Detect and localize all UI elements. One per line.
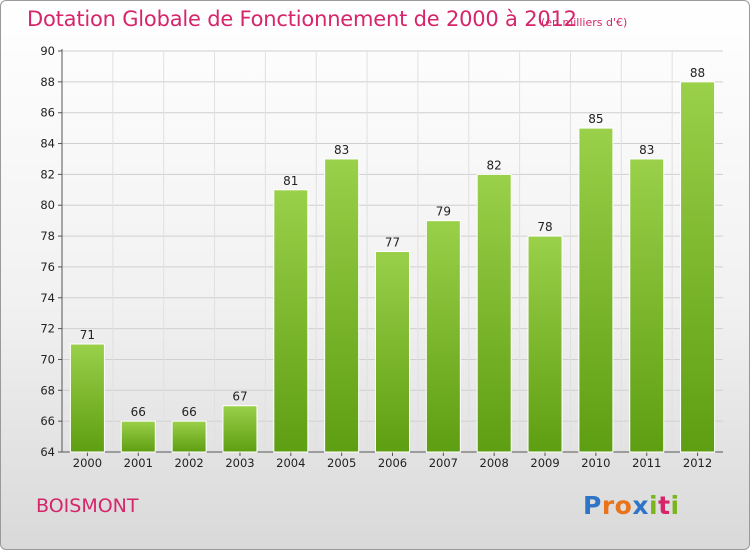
bars bbox=[69, 81, 716, 453]
x-tick-label: 2010 bbox=[581, 456, 610, 470]
y-tick-label: 84 bbox=[40, 137, 55, 151]
logo-letter: i bbox=[670, 491, 680, 520]
data-label: 77 bbox=[385, 236, 400, 250]
logo-letter: x bbox=[632, 491, 649, 520]
y-tick-label: 88 bbox=[40, 75, 55, 89]
x-tick-label: 2007 bbox=[429, 456, 458, 470]
data-label: 85 bbox=[588, 112, 603, 126]
data-label: 78 bbox=[537, 220, 552, 234]
y-tick-label: 74 bbox=[40, 291, 55, 305]
y-tick-label: 76 bbox=[40, 260, 55, 274]
logo-letter: r bbox=[601, 491, 615, 520]
data-label: 66 bbox=[131, 405, 146, 419]
proxiti-logo: Proxiti bbox=[583, 491, 680, 520]
bar bbox=[476, 173, 512, 453]
x-tick-label: 2005 bbox=[327, 456, 356, 470]
x-tick-label: 2006 bbox=[378, 456, 407, 470]
y-tick-label: 90 bbox=[40, 44, 55, 58]
logo-letter: i bbox=[649, 491, 659, 520]
commune-name: BOISMONT bbox=[36, 495, 139, 517]
data-labels: 71 66 66 67 81 83 77 79 82 78 85 83 88 bbox=[80, 66, 705, 419]
data-label: 67 bbox=[232, 390, 247, 404]
bar bbox=[629, 158, 665, 453]
y-tick-label: 70 bbox=[40, 352, 55, 366]
bar bbox=[578, 127, 614, 453]
y-tick-label: 72 bbox=[40, 322, 55, 336]
x-tick-label: 2012 bbox=[683, 456, 712, 470]
x-tick-label: 2008 bbox=[480, 456, 509, 470]
x-tick-label: 2002 bbox=[174, 456, 203, 470]
y-tick-label: 78 bbox=[40, 229, 55, 243]
y-tick-label: 64 bbox=[40, 445, 55, 459]
bar bbox=[69, 343, 105, 453]
bar bbox=[680, 81, 716, 453]
data-label: 66 bbox=[181, 405, 196, 419]
y-tick-label: 66 bbox=[40, 414, 55, 428]
x-tick-label: 2001 bbox=[124, 456, 153, 470]
x-tick-label: 2000 bbox=[73, 456, 102, 470]
x-tick-label: 2003 bbox=[225, 456, 254, 470]
chart-title: Dotation Globale de Fonctionnement de 20… bbox=[27, 7, 577, 31]
bar bbox=[171, 420, 207, 453]
y-tick-label: 86 bbox=[40, 106, 55, 120]
data-label: 88 bbox=[690, 66, 705, 80]
data-label: 79 bbox=[436, 205, 451, 219]
logo-letter: o bbox=[614, 491, 633, 520]
data-label: 83 bbox=[639, 143, 654, 157]
logo-letter: t bbox=[658, 491, 671, 520]
y-tick-label: 68 bbox=[40, 383, 55, 397]
data-label: 83 bbox=[334, 143, 349, 157]
data-label: 81 bbox=[283, 174, 298, 188]
bar bbox=[425, 220, 461, 453]
bar bbox=[120, 420, 156, 453]
bar bbox=[375, 251, 410, 453]
x-tick-label: 2011 bbox=[632, 456, 661, 470]
x-tick-label: 2009 bbox=[530, 456, 559, 470]
chart-subtitle: (en milliers d'€) bbox=[541, 16, 628, 29]
bar bbox=[273, 189, 309, 453]
y-tick-label: 82 bbox=[40, 167, 55, 181]
logo-letter: P bbox=[583, 491, 602, 520]
x-tick-label: 2004 bbox=[276, 456, 305, 470]
data-label: 71 bbox=[80, 328, 95, 342]
bar bbox=[527, 235, 563, 453]
bar bbox=[222, 405, 258, 453]
bar bbox=[324, 158, 360, 453]
data-label: 82 bbox=[487, 158, 502, 172]
y-tick-label: 80 bbox=[40, 198, 55, 212]
